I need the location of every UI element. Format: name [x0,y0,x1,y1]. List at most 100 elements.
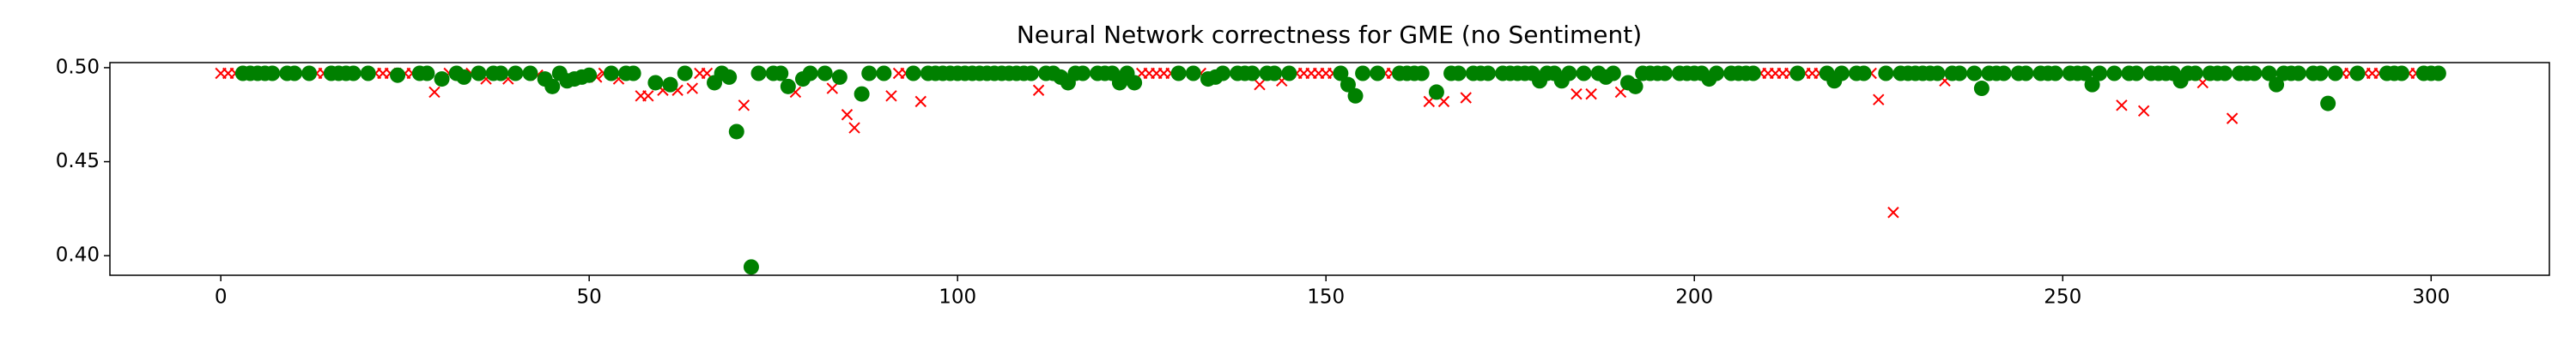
point [1856,65,1872,81]
plot-frame [109,62,2550,276]
point [861,65,878,81]
x-tick-label: 300 [2412,286,2450,309]
point [2077,65,2093,81]
point [743,259,759,275]
x-tick-label: 0 [215,286,228,309]
point [1571,87,1583,100]
point [686,82,698,94]
point [802,65,818,81]
point [817,65,833,81]
point [1561,65,1577,81]
point [1952,65,1968,81]
point [662,76,678,93]
point [2261,65,2277,81]
point [1032,84,1045,96]
y-tick-label: 0.50 [56,56,100,78]
point [428,86,440,99]
point [286,65,302,81]
point [1370,65,1386,81]
point [581,67,598,83]
point [773,65,789,81]
point [625,65,641,81]
point [1789,65,1806,81]
point [1656,65,1673,81]
x-tick-label: 100 [939,286,976,309]
point [1281,65,1297,81]
point [831,69,848,85]
point [841,109,854,121]
point [854,86,870,102]
point [1887,207,1899,219]
point [1185,65,1201,81]
point [2084,76,2100,93]
point [507,65,524,81]
point [2312,65,2329,81]
x-tick-label: 250 [2044,286,2081,309]
x-tick-label: 200 [1675,286,1713,309]
point [1973,81,1990,97]
point [522,65,538,81]
point [1244,65,1261,81]
point [780,78,796,94]
point [390,67,406,83]
point [1833,65,1850,81]
point [1333,65,1349,81]
point [1413,65,1430,81]
point [2116,99,2128,111]
point [826,82,839,94]
point [360,65,376,81]
point [2246,65,2263,81]
point [1460,92,1472,104]
point [1873,93,1885,105]
point [1340,76,1356,93]
point [493,65,509,81]
point [434,71,450,87]
point [544,78,561,94]
point [2018,65,2034,81]
y-tick-label: 0.40 [56,244,100,267]
point [264,65,281,81]
point [738,99,750,111]
point [1127,75,1143,91]
point [419,65,435,81]
point [345,65,361,81]
point [471,65,487,81]
point [1479,65,1496,81]
point [1605,65,1621,81]
point [2290,65,2306,81]
point [728,123,744,140]
point [914,95,927,108]
point [1996,65,2012,81]
point [721,69,738,85]
point [1170,65,1187,81]
point [905,65,921,81]
point [2393,65,2409,81]
point [1347,87,1364,104]
point [2349,65,2366,81]
point [2137,105,2150,117]
point [1576,65,1592,81]
point [642,90,654,102]
point [1355,65,1371,81]
point [1878,65,1894,81]
chart-title: Neural Network correctness for GME (no S… [1017,21,1642,49]
point [885,90,897,102]
point [1075,65,1091,81]
point [301,65,318,81]
point [677,65,693,81]
point [2327,65,2343,81]
point [1585,87,1597,100]
point [876,65,892,81]
point [603,65,619,81]
point [1929,65,1946,81]
y-tick-label: 0.45 [56,150,100,172]
point [2217,65,2233,81]
point [456,69,472,85]
point [2106,65,2123,81]
point [2320,95,2336,111]
point [2226,112,2239,124]
point [2269,76,2285,93]
point [1745,65,1761,81]
point [2092,65,2108,81]
